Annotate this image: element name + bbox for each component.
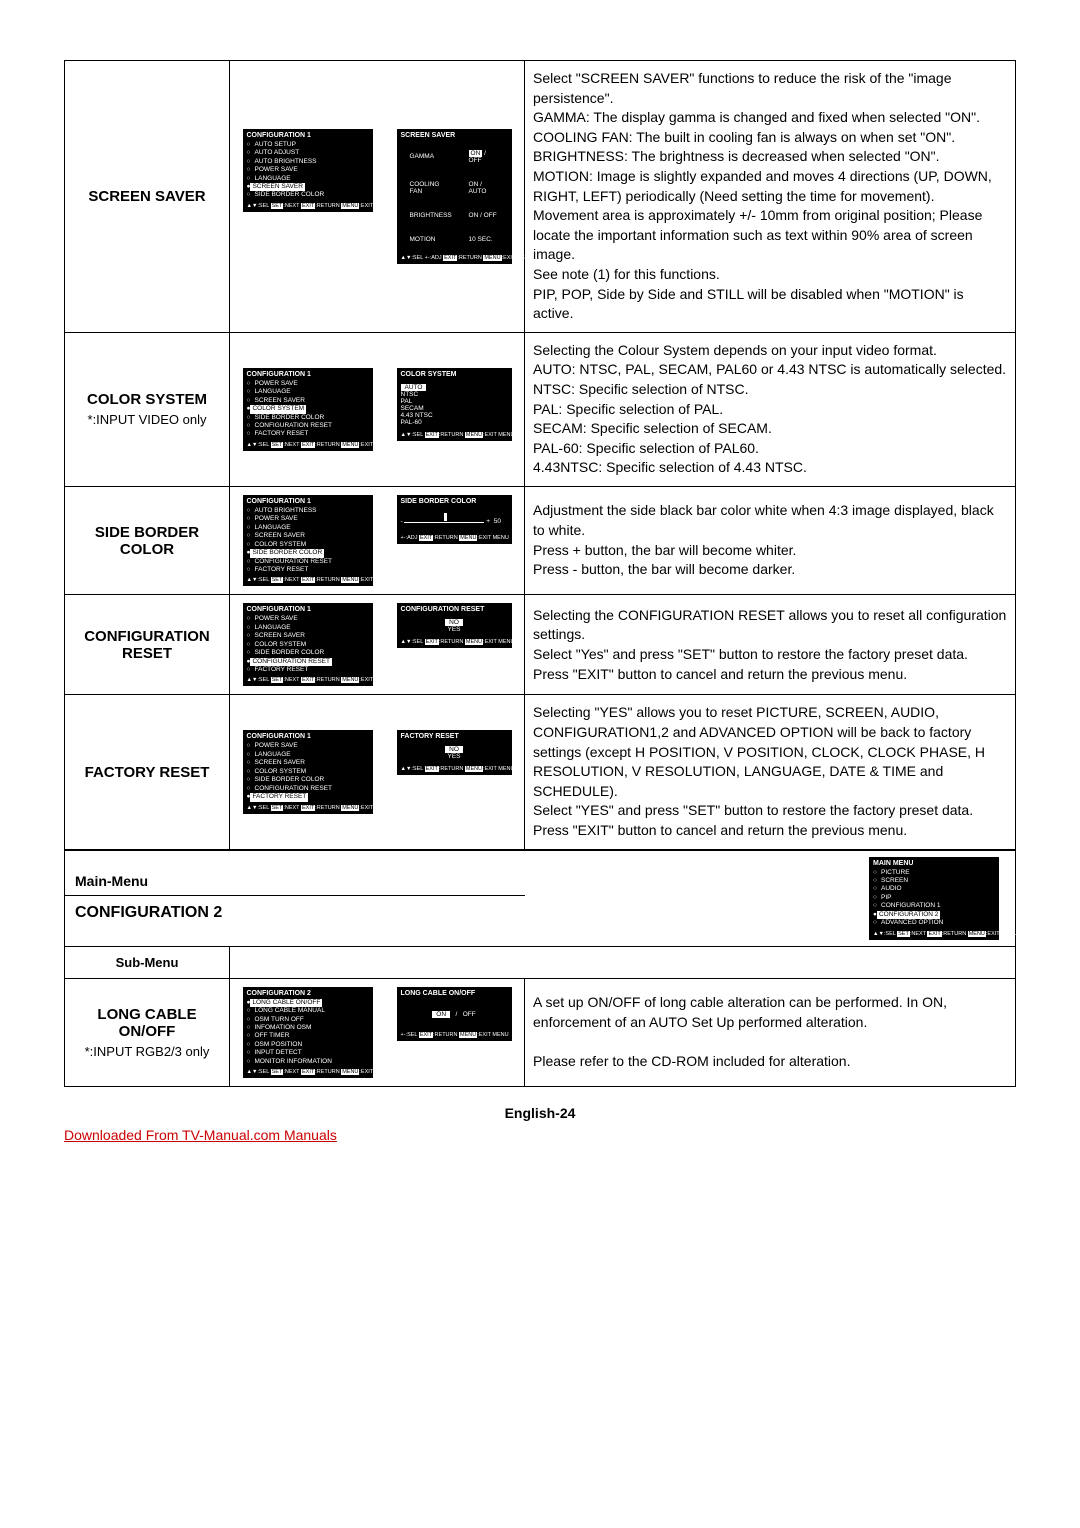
row-label: COLOR SYSTEM*:INPUT VIDEO only <box>65 332 230 486</box>
main-menu-label: Main-Menu <box>65 867 525 895</box>
download-link[interactable]: Downloaded From TV-Manual.com Manuals <box>64 1127 1016 1143</box>
osd-menu-left: CONFIGURATION 1○POWER SAVE○LANGUAGE○SCRE… <box>243 368 373 451</box>
menu-screenshots: CONFIGURATION 2●LONG CABLE ON/OFF○LONG C… <box>230 978 525 1087</box>
menu-screenshots: CONFIGURATION 1○AUTO SETUP○AUTO ADJUST○A… <box>230 61 525 333</box>
osd-menu-right: COLOR SYSTEMAUTONTSCPALSECAM4.43 NTSCPAL… <box>397 368 512 441</box>
osd-menu-left: CONFIGURATION 1○AUTO SETUP○AUTO ADJUST○A… <box>243 129 373 212</box>
osd-menu-right: SCREEN SAVERGAMMAON / OFFCOOLING FANON /… <box>397 129 512 264</box>
menu-screenshots: CONFIGURATION 1○POWER SAVE○LANGUAGE○SCRE… <box>230 695 525 849</box>
description: Adjustment the side black bar color whit… <box>525 486 1016 595</box>
menu-screenshots: CONFIGURATION 1○POWER SAVE○LANGUAGE○SCRE… <box>230 332 525 486</box>
osd-menu-right: CONFIGURATION RESETNOYES▲▼:SEL EXIT:RETU… <box>397 603 512 648</box>
description: Selecting "YES" allows you to reset PICT… <box>525 695 1016 849</box>
osd-menu-right: SIDE BORDER COLOR- + 50+-:ADJ EXIT:RETUR… <box>397 495 512 544</box>
row-label: FACTORY RESET <box>65 695 230 849</box>
osd-menu-left: CONFIGURATION 1○AUTO BRIGHTNESS○POWER SA… <box>243 495 373 587</box>
row-label: LONG CABLEON/OFF*:INPUT RGB2/3 only <box>65 978 230 1087</box>
manual-table: SCREEN SAVERCONFIGURATION 1○AUTO SETUP○A… <box>64 60 1016 850</box>
description: A set up ON/OFF of long cable alteration… <box>525 978 1016 1087</box>
menu-screenshots: CONFIGURATION 1○POWER SAVE○LANGUAGE○SCRE… <box>230 595 525 695</box>
osd-menu-right: FACTORY RESETNOYES▲▼:SEL EXIT:RETURN MEN… <box>397 730 512 775</box>
osd-menu-right: LONG CABLE ON/OFFON / OFF+-:SEL EXIT:RET… <box>397 987 512 1041</box>
main-menu-box: MAIN MENU○PICTURE○SCREEN○AUDIO○PIP○CONFI… <box>869 857 999 940</box>
description: Select "SCREEN SAVER" functions to reduc… <box>525 61 1016 333</box>
row-label: SIDE BORDERCOLOR <box>65 486 230 595</box>
menu-screenshots: CONFIGURATION 1○AUTO BRIGHTNESS○POWER SA… <box>230 486 525 595</box>
osd-menu-left: CONFIGURATION 1○POWER SAVE○LANGUAGE○SCRE… <box>243 603 373 686</box>
description: Selecting the CONFIGURATION RESET allows… <box>525 595 1016 695</box>
row-label: SCREEN SAVER <box>65 61 230 333</box>
osd-menu-left: CONFIGURATION 2●LONG CABLE ON/OFF○LONG C… <box>243 987 373 1079</box>
osd-menu-left: CONFIGURATION 1○POWER SAVE○LANGUAGE○SCRE… <box>243 730 373 813</box>
config2-label: CONFIGURATION 2 <box>65 895 525 930</box>
description: Selecting the Colour System depends on y… <box>525 332 1016 486</box>
page-number: English-24 <box>64 1105 1016 1121</box>
config2-section: Main-Menu CONFIGURATION 2 MAIN MENU○PICT… <box>64 850 1016 1088</box>
sub-menu-heading: Sub-Menu <box>65 946 230 978</box>
row-label: CONFIGURATIONRESET <box>65 595 230 695</box>
